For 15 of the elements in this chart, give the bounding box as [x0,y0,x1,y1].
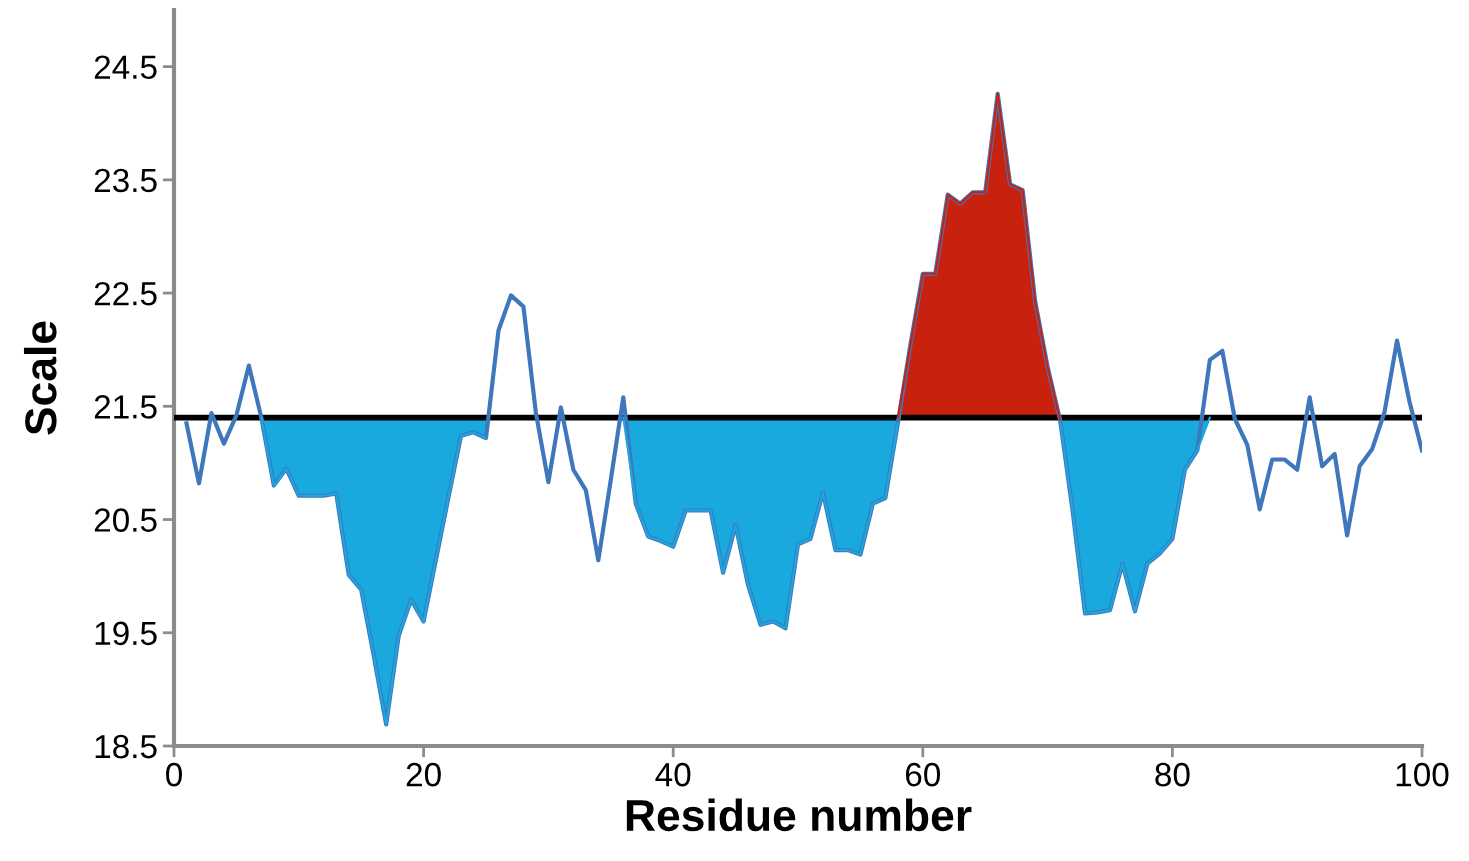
x-tick-label: 60 [905,762,941,787]
y-tick-label: 24.5 [94,55,157,80]
y-axis-title: Scale [23,321,57,435]
x-tick-label: 0 [166,762,182,787]
y-tick-label: 20.5 [94,508,157,532]
y-tick-label: 21.5 [94,395,157,419]
x-tick-label: 20 [406,762,441,787]
y-tick-label: 18.5 [95,734,157,759]
y-tick-label: 23.5 [94,168,157,193]
y-tick-label: 19.5 [95,621,157,646]
x-tick-label: 40 [655,762,691,787]
x-tick-label: 80 [1155,762,1190,787]
x-axis-title: Residue number [626,798,972,832]
y-tick-label: 22.5 [94,281,157,306]
x-tick-label: 100 [1396,762,1449,787]
